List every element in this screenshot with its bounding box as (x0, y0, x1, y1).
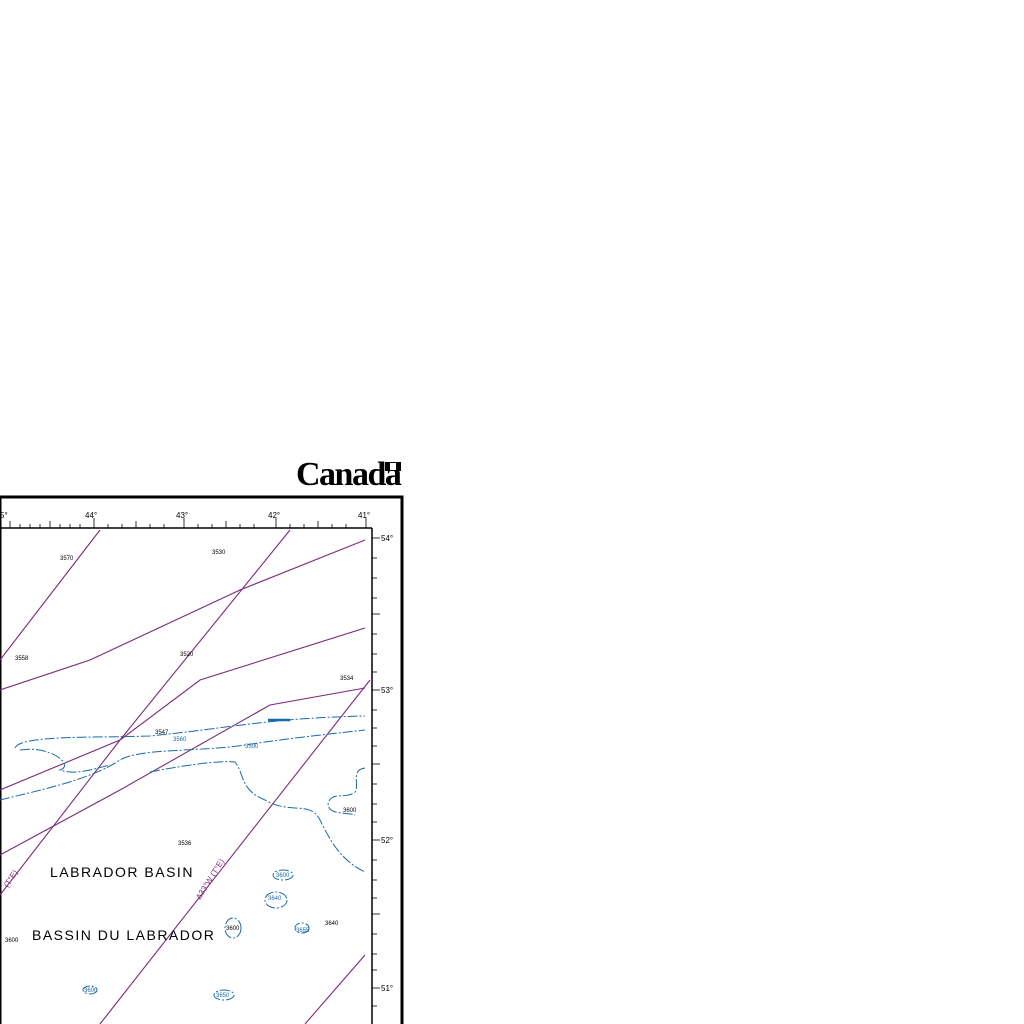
route-line-6 (0, 627, 366, 791)
contour-label: 3640 (268, 896, 282, 902)
chart-outer-frame (0, 495, 404, 1024)
route-line-4 (304, 954, 366, 1024)
contour-seamount-3 (224, 917, 242, 939)
longitude-label-41: 41° (358, 511, 370, 520)
sounding: 3520 (180, 652, 194, 658)
canada-flag-icon (385, 462, 401, 471)
sounding: 3600 (5, 938, 19, 944)
top-graduation (9, 518, 367, 528)
sounding: 3530 (212, 550, 226, 556)
contour-label: 3600 (84, 988, 98, 994)
contour-4 (149, 761, 366, 873)
latitude-label-54: 54° (381, 534, 393, 543)
sounding: 3600 (226, 926, 240, 932)
contour-label: 3590 (245, 744, 259, 750)
sounding: 3558 (15, 656, 29, 662)
right-graduation (372, 537, 380, 1007)
contour-1 (14, 715, 366, 749)
longitude-label-44: 44° (85, 511, 97, 520)
sounding: 3536 (178, 841, 192, 847)
route-line-3 (99, 679, 371, 1024)
contour-label: 3655 (296, 928, 310, 934)
longitude-label-42: 42° (268, 511, 280, 520)
route-line-1 (0, 529, 101, 661)
sounding: 3640 (325, 921, 339, 927)
contour-label: 3650 (216, 993, 230, 999)
route-line-7 (0, 687, 366, 856)
latitude-label-51: 51° (381, 984, 393, 993)
soundings: 3570 3530 3558 3520 3534 3547 3536 3600 … (5, 550, 357, 999)
contour-seamount-6 (82, 985, 98, 995)
purple-route-lines (0, 529, 371, 1024)
sounding: 3534 (340, 676, 354, 682)
contour-label: 3560 (173, 737, 187, 743)
latitude-label-52: 52° (381, 836, 393, 845)
latitude-label-53: 53° (381, 686, 393, 695)
sounding: 3547 (155, 730, 169, 736)
feature-name-bassin-du-labrador: BASSIN DU LABRADOR (32, 927, 215, 943)
canada-wordmark: Canada (296, 456, 402, 494)
contour-3 (19, 748, 111, 773)
longitude-label-43: 43° (176, 511, 188, 520)
contour-seamount-2 (264, 891, 288, 909)
contour-seamount-5 (213, 989, 235, 1001)
route-line-5 (0, 539, 366, 691)
sounding: 3600 (343, 808, 357, 814)
canada-wordmark-text: Canada (296, 456, 402, 493)
contour-label: 3600 (276, 873, 290, 879)
feature-name-labrador-basin: LABRADOR BASIN (50, 864, 194, 880)
sounding: 3570 (60, 556, 74, 562)
contour-seamount-4 (294, 922, 310, 934)
longitude-label-partial: 5° (0, 511, 8, 520)
contour-seamount-1 (272, 869, 294, 881)
depth-contours (0, 715, 366, 1001)
